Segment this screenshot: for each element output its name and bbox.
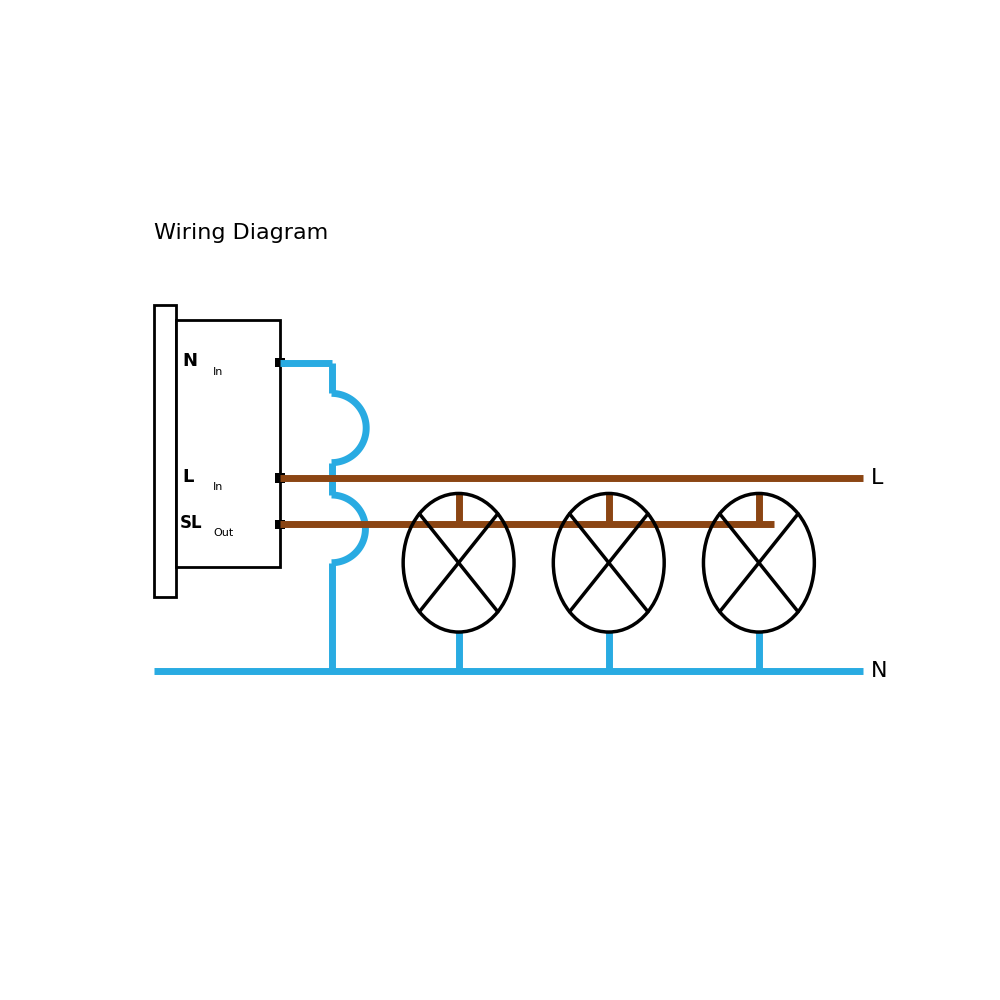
Text: SL: SL bbox=[180, 514, 202, 532]
Text: Out: Out bbox=[213, 528, 233, 538]
Text: N: N bbox=[871, 661, 887, 681]
Bar bbox=[275, 358, 285, 367]
Bar bbox=[176, 320, 280, 567]
Bar bbox=[154, 305, 176, 597]
Bar bbox=[275, 520, 285, 529]
Bar bbox=[275, 473, 285, 483]
Text: L: L bbox=[182, 468, 194, 486]
Text: In: In bbox=[213, 482, 223, 492]
Text: L: L bbox=[871, 468, 883, 488]
Text: In: In bbox=[213, 367, 223, 377]
Text: N: N bbox=[182, 352, 197, 370]
Text: Wiring Diagram: Wiring Diagram bbox=[154, 223, 329, 243]
